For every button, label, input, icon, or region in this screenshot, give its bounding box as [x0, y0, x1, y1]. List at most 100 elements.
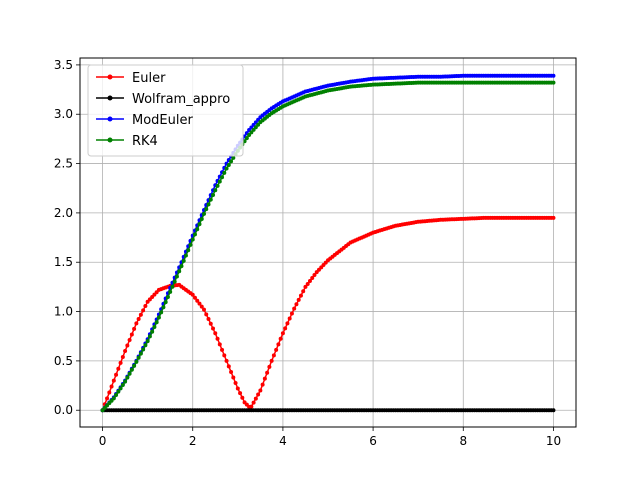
- data-point: [213, 331, 218, 336]
- data-point: [222, 353, 227, 358]
- data-point: [202, 307, 206, 312]
- data-point: [132, 326, 137, 331]
- data-point: [292, 306, 297, 311]
- data-point: [168, 289, 173, 294]
- data-point: [551, 215, 556, 220]
- legend-item: RK4: [96, 134, 158, 149]
- data-point: [256, 122, 261, 127]
- data-point: [287, 316, 292, 321]
- data-point: [141, 308, 146, 313]
- data-point: [132, 363, 137, 368]
- legend-box: [87, 64, 244, 157]
- y-tick-label: 3.5: [54, 58, 73, 72]
- data-point: [274, 347, 279, 352]
- legend-swatch-marker: [107, 116, 113, 122]
- series-group: [100, 73, 556, 413]
- data-point: [116, 389, 121, 394]
- data-point: [220, 347, 225, 352]
- data-point: [213, 188, 218, 193]
- legend-item: ModEuler: [96, 113, 193, 128]
- data-point: [134, 321, 139, 326]
- data-point: [109, 384, 114, 389]
- data-point: [111, 378, 116, 383]
- data-point: [170, 284, 175, 289]
- data-point: [206, 202, 211, 207]
- data-point: [143, 304, 148, 309]
- legend-label: Wolfram_appro: [132, 92, 230, 107]
- data-point: [278, 336, 283, 341]
- data-point: [247, 132, 252, 137]
- data-point: [188, 242, 193, 247]
- data-point: [215, 336, 220, 341]
- data-point: [145, 339, 150, 344]
- data-point: [190, 237, 195, 242]
- plot-frame: [79, 57, 577, 428]
- data-point: [105, 396, 110, 401]
- data-point: [183, 253, 188, 258]
- series-euler: [100, 215, 556, 413]
- data-point: [197, 301, 202, 306]
- data-point: [202, 211, 206, 216]
- data-point: [192, 232, 197, 237]
- data-point: [125, 343, 130, 348]
- data-point: [310, 276, 315, 281]
- data-point: [235, 386, 240, 391]
- data-point: [211, 192, 216, 197]
- legend-swatch-marker: [107, 137, 113, 143]
- data-point: [238, 391, 243, 396]
- data-point: [114, 393, 119, 398]
- data-point: [174, 274, 179, 279]
- x-tick-label: 10: [546, 434, 561, 448]
- data-point: [150, 329, 155, 334]
- series-rk4: [100, 80, 556, 413]
- data-point: [280, 331, 285, 336]
- data-point: [253, 396, 258, 401]
- data-point: [211, 326, 216, 331]
- data-point: [159, 310, 164, 315]
- x-tick-label: 2: [189, 434, 197, 448]
- data-point: [120, 382, 125, 387]
- data-point: [172, 279, 177, 284]
- data-point: [190, 292, 195, 297]
- data-point: [208, 321, 213, 326]
- data-point: [251, 400, 256, 405]
- data-point: [224, 166, 229, 171]
- data-point: [206, 317, 211, 322]
- data-point: [256, 392, 261, 397]
- y-tick-label: 1.0: [54, 305, 73, 319]
- data-point: [199, 217, 204, 222]
- data-point: [229, 159, 234, 164]
- data-point: [138, 351, 143, 356]
- data-point: [204, 312, 209, 317]
- data-point: [301, 289, 306, 294]
- data-point: [197, 222, 202, 227]
- data-point: [249, 404, 254, 409]
- data-point: [195, 227, 200, 232]
- data-point: [161, 305, 166, 310]
- data-point: [312, 273, 317, 278]
- data-point: [294, 302, 299, 307]
- data-point: [125, 375, 130, 380]
- data-point: [192, 295, 197, 300]
- legend-label: ModEuler: [132, 113, 193, 128]
- data-point: [233, 381, 238, 385]
- data-point: [267, 364, 272, 369]
- data-point: [265, 370, 270, 375]
- legend-swatch-marker: [107, 95, 113, 101]
- data-point: [226, 162, 231, 167]
- y-tick-label: 3.0: [54, 107, 73, 121]
- data-point: [242, 139, 247, 144]
- data-point: [136, 355, 141, 360]
- data-point: [226, 364, 231, 369]
- data-point: [143, 343, 148, 348]
- data-point: [217, 179, 222, 184]
- data-point: [138, 312, 143, 317]
- data-point: [204, 207, 209, 212]
- data-point: [258, 388, 263, 393]
- legend-swatch-marker: [107, 74, 113, 80]
- data-point: [271, 353, 276, 358]
- data-point: [116, 366, 121, 371]
- y-tick-label: 2.5: [54, 157, 73, 171]
- x-tick-label: 6: [369, 434, 377, 448]
